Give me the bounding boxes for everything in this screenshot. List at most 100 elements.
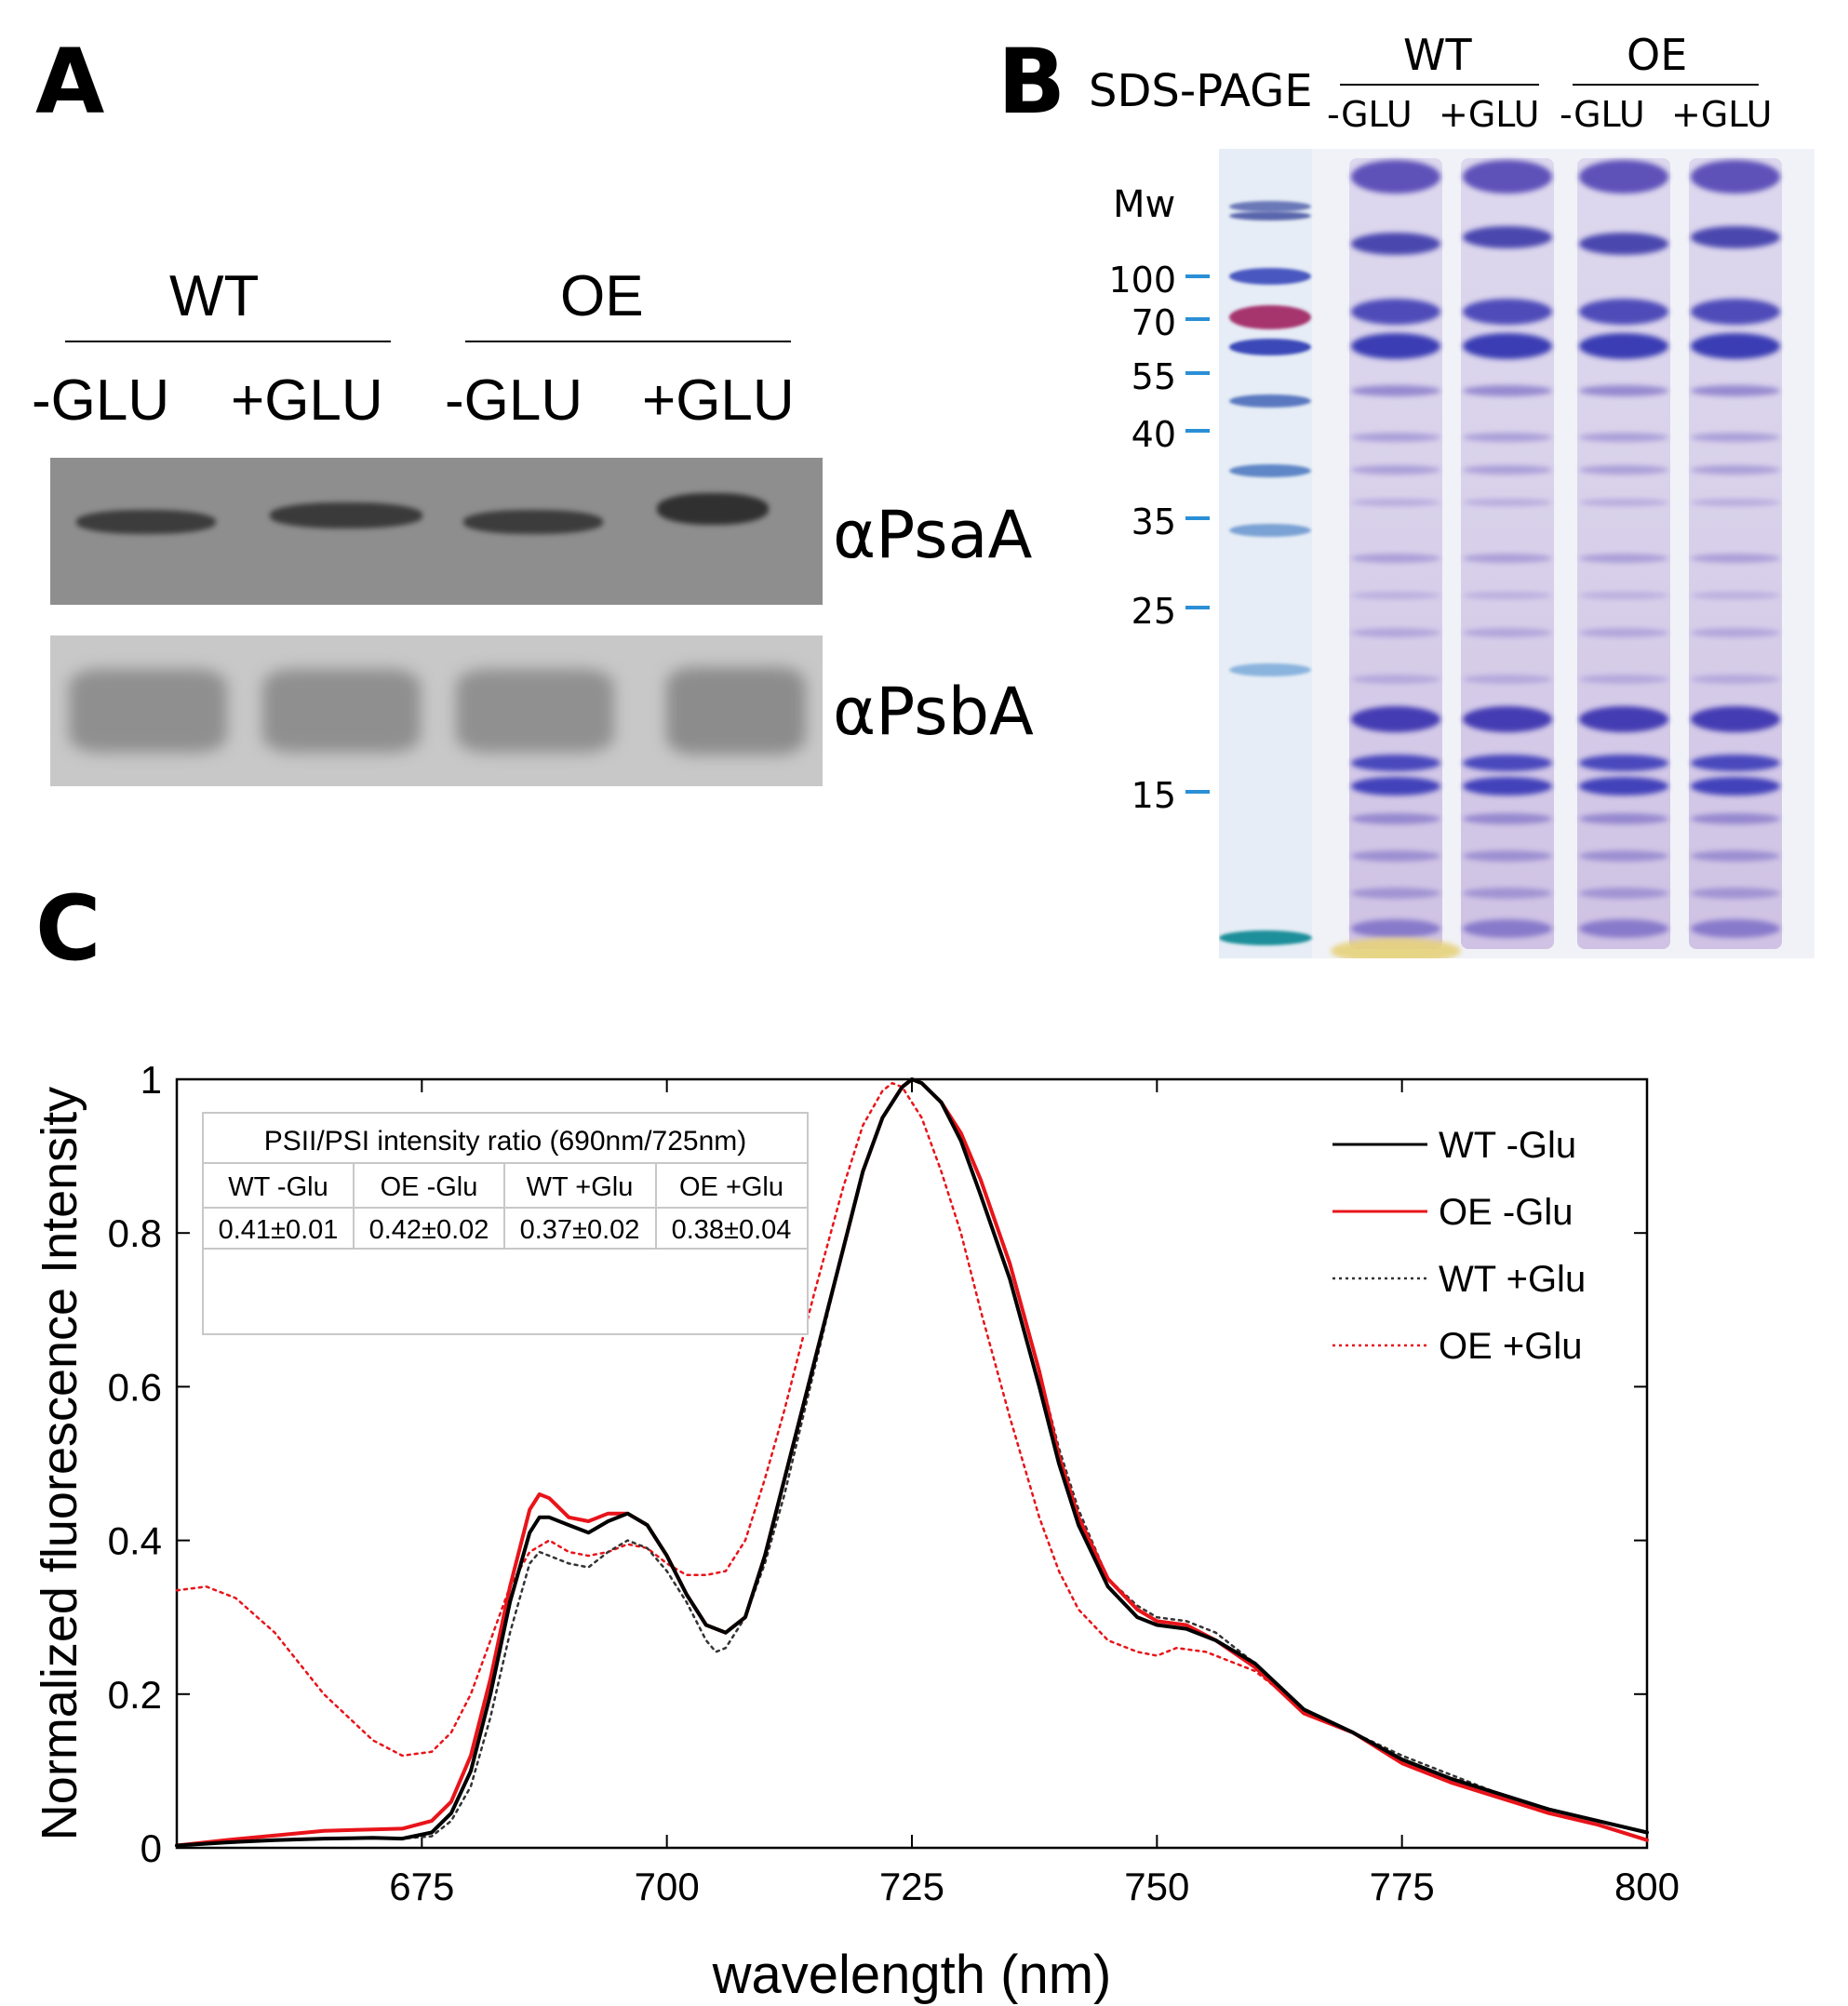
mw-tick-40 xyxy=(1185,429,1210,433)
spectrum-curves xyxy=(175,1077,1649,1848)
gel-band xyxy=(1351,554,1440,563)
gel-band xyxy=(1691,499,1780,506)
gel-band xyxy=(1579,592,1668,599)
ratio-table: PSII/PSI intensity ratio (690nm/725nm) W… xyxy=(202,1112,809,1335)
mw-label-15: 15 xyxy=(1131,775,1176,816)
gel-band xyxy=(1351,888,1440,899)
gel-band xyxy=(1463,333,1552,359)
mw-tick-25 xyxy=(1185,606,1210,609)
panel-a-lane-4: +GLU xyxy=(642,368,795,433)
gel-band xyxy=(1351,755,1440,771)
gel-band xyxy=(1579,888,1668,899)
y-tick-label: 0.2 xyxy=(108,1673,162,1717)
mw-label-40: 40 xyxy=(1131,414,1176,455)
ratio-value-oe-plus: 0.38±0.04 xyxy=(672,1215,792,1245)
y-tick-label: 0 xyxy=(141,1826,162,1870)
ratio-header-oe-plus: OE +Glu xyxy=(679,1172,783,1202)
y-axis-label: Normalized fluorescence Intensity xyxy=(32,1087,87,1840)
gel-band xyxy=(1579,433,1668,442)
gel-group-wt: WT xyxy=(1403,30,1472,80)
ratio-header-oe-minus: OE -Glu xyxy=(381,1172,478,1202)
ladder-band xyxy=(1229,663,1311,676)
gel-band xyxy=(1579,706,1668,732)
gel-band xyxy=(1579,777,1668,796)
psba-blot xyxy=(50,635,823,786)
ratio-value-wt-plus: 0.37±0.02 xyxy=(520,1215,640,1245)
ladder-band xyxy=(1229,211,1311,221)
gel-band xyxy=(1579,465,1668,475)
psba-antibody-label: αPsbA xyxy=(833,674,1034,750)
gel-band xyxy=(1351,592,1440,599)
y-tick-label: 0.8 xyxy=(108,1211,162,1255)
gel-band xyxy=(1691,554,1780,563)
gel-band xyxy=(1463,160,1552,194)
ladder-band xyxy=(1229,268,1311,285)
gel-band xyxy=(1351,160,1440,194)
gel-band xyxy=(1579,385,1668,396)
gel-band xyxy=(1463,433,1552,442)
y-tick-label: 0.6 xyxy=(108,1365,162,1409)
gel-band xyxy=(1463,888,1552,899)
gel-group-oe: OE xyxy=(1627,30,1688,80)
y-tick-label: 1 xyxy=(141,1058,162,1102)
gel-band xyxy=(1351,813,1440,824)
psaa-blot xyxy=(50,458,823,605)
series-line-wt-glu xyxy=(175,1077,1649,1847)
gel-band xyxy=(1691,226,1780,248)
gel-band xyxy=(1463,919,1552,938)
panel-a-lane-3: -GLU xyxy=(445,368,583,433)
gel-title: SDS-PAGE xyxy=(1089,65,1313,117)
gel-band xyxy=(1691,628,1780,637)
mw-tick-100 xyxy=(1185,274,1210,278)
x-tick-label: 800 xyxy=(1614,1865,1680,1908)
gel-band xyxy=(1351,919,1440,938)
psba-band-1 xyxy=(69,669,227,753)
gel-band xyxy=(1691,813,1780,824)
panel-a-lane-2: +GLU xyxy=(231,368,383,433)
gel-band xyxy=(1691,299,1780,325)
x-tick-label: 775 xyxy=(1370,1865,1435,1908)
y-axis-ticks: 0 0.2 0.4 0.6 0.8 1 xyxy=(108,1058,1647,1870)
gel-lane-1: -GLU xyxy=(1327,94,1413,135)
x-tick-label: 725 xyxy=(879,1865,944,1908)
panel-a-label: A xyxy=(35,30,105,134)
gel-band xyxy=(1691,592,1780,599)
psaa-band-4 xyxy=(657,493,769,525)
gel-band xyxy=(1351,333,1440,359)
gel-band xyxy=(1463,499,1552,506)
gel-band xyxy=(1463,850,1552,862)
gel-band xyxy=(1579,675,1668,684)
gel-band xyxy=(1463,628,1552,637)
gel-band xyxy=(1579,554,1668,563)
fluorescence-chart: 0 0.2 0.4 0.6 0.8 1 675 700 725 750 775 800 Normal… xyxy=(32,1058,1680,2005)
gel-band xyxy=(1579,813,1668,824)
panel-a-group-wt: WT xyxy=(169,264,260,328)
gel-wt-underline xyxy=(1340,84,1539,86)
psaa-antibody-label: αPsaA xyxy=(833,497,1033,573)
mw-header: Mw xyxy=(1113,183,1176,226)
y-tick-label: 0.4 xyxy=(108,1519,162,1563)
psba-band-3 xyxy=(456,669,614,753)
x-tick-label: 750 xyxy=(1124,1865,1189,1908)
series-line-oe-glu xyxy=(175,1081,1649,1841)
gel-band xyxy=(1691,465,1780,475)
legend-label-wt-glu-minus: WT -Glu xyxy=(1439,1125,1576,1166)
panel-a-lane-1: -GLU xyxy=(32,368,170,433)
series-line-wt-glu xyxy=(175,1077,1649,1848)
ladder-band xyxy=(1229,201,1311,212)
gel-band xyxy=(1691,333,1780,359)
gel-band xyxy=(1351,465,1440,475)
gel-band xyxy=(1351,499,1440,506)
gel-band xyxy=(1463,226,1552,248)
gel-band xyxy=(1463,299,1552,325)
psaa-band-1 xyxy=(76,510,216,534)
gel-band xyxy=(1691,777,1780,796)
gel-band xyxy=(1691,888,1780,899)
gel-band xyxy=(1579,233,1668,255)
panel-b-label: B xyxy=(998,30,1066,134)
gel-band xyxy=(1579,919,1668,938)
gel-band xyxy=(1351,706,1440,732)
mw-tick-15 xyxy=(1185,790,1210,794)
legend-label-oe-glu-minus: OE -Glu xyxy=(1439,1192,1573,1233)
gel-lane-4: +GLU xyxy=(1671,94,1773,135)
